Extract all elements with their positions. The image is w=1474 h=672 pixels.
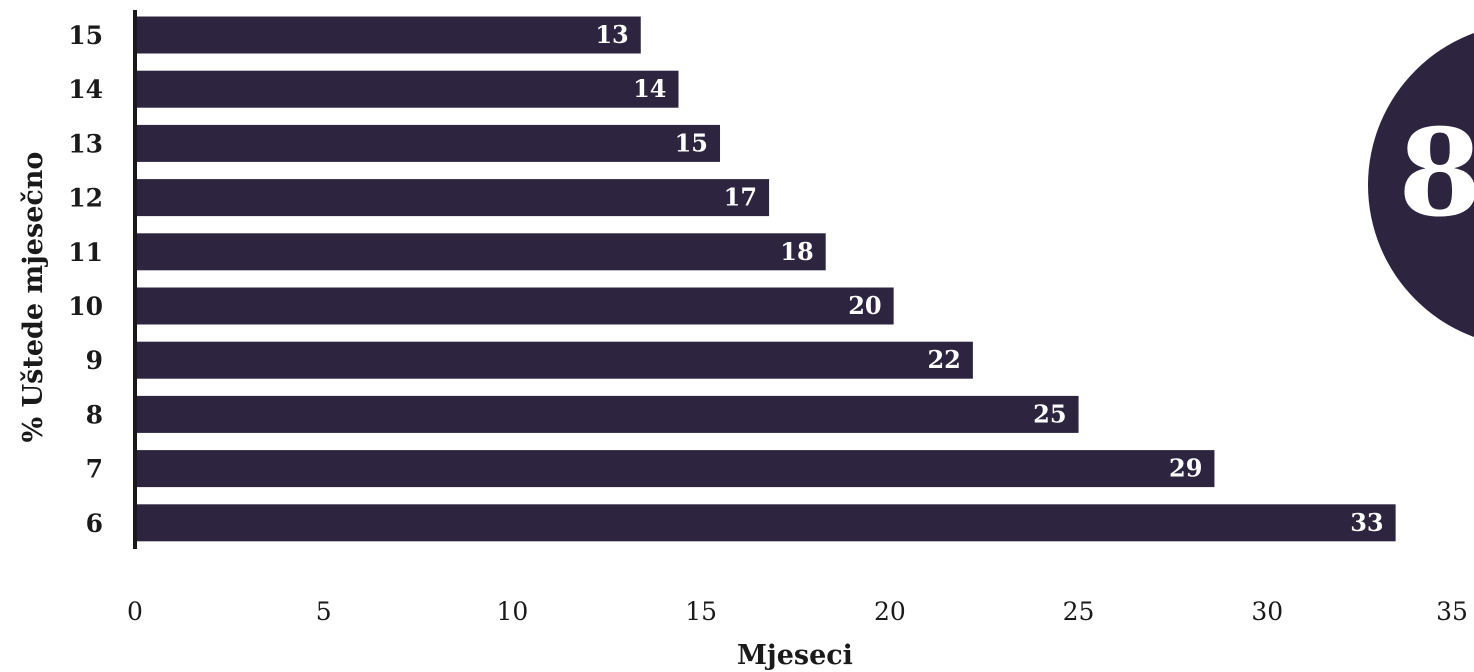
bar-value-label: 13	[595, 20, 628, 49]
y-tick-labels: 15 14 13 12 11 10 9 8 7 6	[68, 21, 103, 538]
bar-value-label: 29	[1169, 454, 1202, 483]
bar-value-label: 14	[633, 74, 666, 103]
bar-value-label: 22	[927, 345, 960, 374]
bar-8	[137, 395, 1079, 433]
y-tick-label: 7	[86, 455, 103, 484]
x-tick-label: 35	[1436, 597, 1468, 626]
x-tick-label: 30	[1251, 597, 1283, 626]
y-tick-label: 15	[68, 21, 103, 50]
bar-9	[137, 341, 973, 379]
y-tick-label: 6	[86, 509, 103, 538]
bar-value-label: 25	[1033, 399, 1066, 428]
x-tick-label: 5	[316, 597, 332, 626]
x-tick-label: 25	[1063, 597, 1095, 626]
bar-value-label: 18	[780, 237, 813, 266]
y-tick-label: 8	[86, 400, 103, 429]
bar-value-label: 17	[724, 183, 757, 212]
bar-value-label: 33	[1350, 508, 1383, 537]
y-tick-label: 10	[68, 292, 103, 321]
x-tick-label: 15	[685, 597, 717, 626]
x-tick-label: 20	[874, 597, 906, 626]
y-tick-label: 12	[68, 184, 103, 213]
bar-11	[137, 233, 826, 271]
bar-value-label: 20	[848, 291, 881, 320]
badge-number: 8	[1398, 103, 1474, 244]
y-axis-title: % Uštede mjesečno	[18, 152, 49, 443]
y-tick-label: 13	[68, 129, 103, 158]
x-tick-label: 0	[127, 597, 143, 626]
x-tick-labels: 0 5 10 15 20 25 30 35	[127, 597, 1468, 626]
bar-14	[137, 70, 679, 108]
bar-6	[137, 504, 1396, 542]
bar-12	[137, 179, 770, 217]
bar-13	[137, 124, 721, 162]
y-tick-label: 14	[68, 75, 103, 104]
bar-value-label: 15	[675, 128, 708, 157]
bars-group	[137, 16, 1396, 542]
y-tick-label: 11	[68, 238, 103, 267]
bar-7	[137, 450, 1215, 488]
badge-circle	[1368, 33, 1474, 337]
y-tick-label: 9	[86, 346, 103, 375]
x-axis-title: Mjeseci	[737, 640, 853, 671]
bar-15	[137, 16, 641, 54]
x-tick-label: 10	[497, 597, 529, 626]
bar-10	[137, 287, 894, 325]
